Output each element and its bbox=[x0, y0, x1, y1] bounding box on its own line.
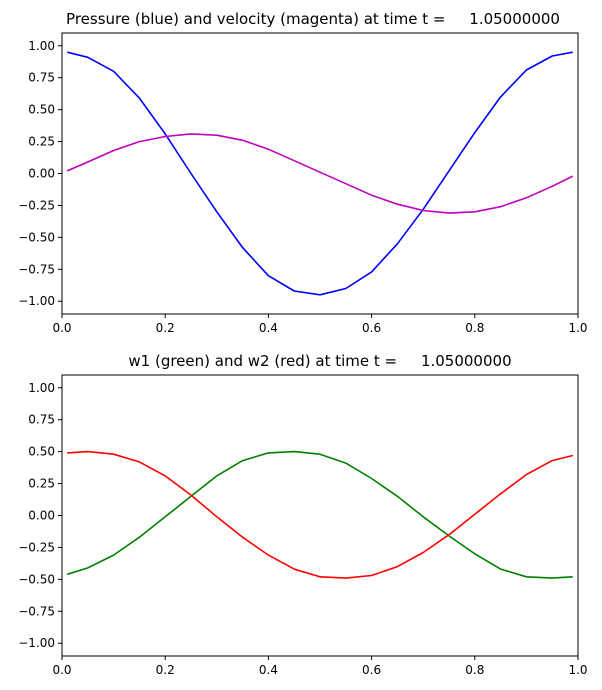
bottom-chart-x-tick-label: 0.6 bbox=[362, 663, 381, 677]
top-chart-title: Pressure (blue) and velocity (magenta) a… bbox=[66, 10, 560, 28]
bottom-chart-y-tick-label: −0.25 bbox=[18, 540, 55, 554]
bottom-chart-x-tick-label: 0.8 bbox=[465, 663, 484, 677]
top-chart-series bbox=[66, 51, 574, 296]
top-chart-y-tick-label: −0.75 bbox=[18, 262, 55, 276]
top-chart-series-0-line bbox=[67, 51, 573, 296]
bottom-chart-x-tick-label: 0.2 bbox=[156, 663, 175, 677]
bottom-chart-series bbox=[66, 450, 573, 579]
top-chart-y-tick-label: −0.50 bbox=[18, 230, 55, 244]
top-chart-x-tick-label: 0.4 bbox=[259, 321, 278, 335]
top-chart-x-tick-label: 1.0 bbox=[568, 321, 587, 335]
top-chart-x-tick-label: 0.6 bbox=[362, 321, 381, 335]
bottom-chart-y-tick-label: 1.00 bbox=[28, 381, 55, 395]
top-chart-x-tick-label: 0.2 bbox=[156, 321, 175, 335]
bottom-chart-y-axis: −1.00 −0.75 −0.50 −0.25 0.00 0.25 0.50 0.75 1.00 bbox=[18, 381, 62, 650]
bottom-chart-y-tick-label: −1.00 bbox=[18, 636, 55, 650]
bottom-chart-title: w1 (green) and w2 (red) at time t = 1.05… bbox=[128, 352, 511, 370]
top-chart-x-tick-label: 0.0 bbox=[52, 321, 71, 335]
top-chart-y-tick-label: 0.25 bbox=[28, 135, 55, 149]
bottom-chart-x-tick-label: 0.4 bbox=[259, 663, 278, 677]
bottom-chart-y-tick-label: 0.75 bbox=[28, 413, 55, 427]
bottom-chart-y-tick-label: 0.50 bbox=[28, 445, 55, 459]
top-chart-y-tick-label: −0.25 bbox=[18, 198, 55, 212]
bottom-chart-y-tick-label: −0.50 bbox=[18, 572, 55, 586]
bottom-chart-series-0-line bbox=[66, 450, 573, 579]
bottom-chart-y-tick-label: 0.25 bbox=[28, 477, 55, 491]
top-chart-series-1-line bbox=[66, 133, 574, 214]
top-chart-y-tick-label: 0.75 bbox=[28, 71, 55, 85]
bottom-chart-x-tick-label: 0.0 bbox=[52, 663, 71, 677]
bottom-chart-series-1-line bbox=[67, 450, 573, 579]
top-chart-y-axis: −1.00 −0.75 −0.50 −0.25 0.00 0.25 0.50 0.75 1.00 bbox=[18, 39, 62, 308]
top-chart: Pressure (blue) and velocity (magenta) a… bbox=[18, 10, 587, 335]
top-chart-y-tick-label: 0.00 bbox=[28, 167, 55, 181]
top-chart-x-tick-label: 0.8 bbox=[465, 321, 484, 335]
bottom-chart: w1 (green) and w2 (red) at time t = 1.05… bbox=[18, 352, 587, 677]
bottom-chart-y-tick-label: −0.75 bbox=[18, 604, 55, 618]
bottom-chart-x-axis: 0.0 0.2 0.4 0.6 0.8 1.0 bbox=[52, 656, 588, 677]
bottom-chart-y-tick-label: 0.00 bbox=[28, 509, 55, 523]
top-chart-y-tick-label: 1.00 bbox=[28, 39, 55, 53]
bottom-chart-x-tick-label: 1.0 bbox=[568, 663, 587, 677]
top-chart-x-axis: 0.0 0.2 0.4 0.6 0.8 1.0 bbox=[52, 314, 588, 335]
top-chart-y-tick-label: 0.50 bbox=[28, 103, 55, 117]
top-chart-y-tick-label: −1.00 bbox=[18, 294, 55, 308]
